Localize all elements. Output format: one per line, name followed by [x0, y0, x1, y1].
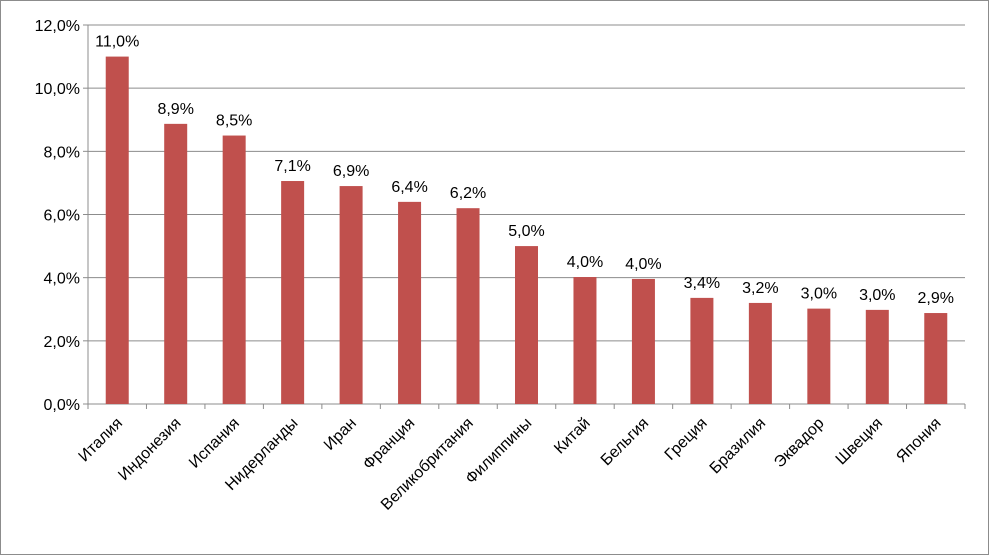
category-label: Эквадор: [771, 415, 828, 472]
category-label: Испания: [186, 415, 243, 472]
y-tick-label: 8,0%: [44, 144, 80, 161]
bar: [398, 201, 422, 404]
data-label: 2,9%: [918, 290, 954, 307]
bar: [515, 246, 538, 404]
data-label: 6,9%: [333, 163, 369, 180]
category-label: Швеция: [833, 415, 886, 468]
bar: [164, 123, 188, 404]
y-tick-label: 2,0%: [44, 334, 80, 351]
y-tick-label: 0,0%: [44, 397, 80, 414]
category-label: Бразилия: [707, 415, 769, 477]
data-label: 6,2%: [450, 185, 486, 202]
data-label: 3,4%: [684, 275, 720, 292]
category-label: Япония: [893, 415, 944, 466]
bar: [924, 313, 948, 404]
bar: [105, 56, 129, 404]
data-label: 11,0%: [95, 34, 139, 51]
category-label: Италия: [76, 415, 127, 466]
data-label: 8,9%: [157, 101, 193, 118]
data-label: 5,0%: [508, 223, 544, 240]
bar: [573, 277, 597, 404]
bar: [748, 302, 772, 404]
bar: [631, 278, 655, 404]
bar: [339, 186, 363, 404]
data-label: 3,2%: [742, 280, 778, 297]
data-label: 4,0%: [567, 254, 603, 271]
data-label: 8,5%: [216, 113, 252, 130]
bar: [690, 297, 714, 404]
category-label: Иран: [321, 415, 360, 454]
bar: [281, 181, 305, 404]
data-label: 3,0%: [859, 287, 895, 304]
bar: [222, 135, 246, 404]
bar: [865, 309, 889, 404]
category-label: Греция: [662, 415, 711, 464]
y-tick-label: 4,0%: [44, 271, 80, 288]
data-label: 4,0%: [625, 256, 661, 273]
y-tick-label: 12,0%: [35, 18, 80, 35]
data-label: 6,4%: [391, 179, 427, 196]
y-tick-label: 6,0%: [44, 208, 80, 225]
category-label: Франция: [360, 415, 418, 473]
bar: [807, 308, 831, 404]
y-tick-label: 10,0%: [35, 81, 80, 98]
data-label: 3,0%: [801, 286, 837, 303]
category-label: Бельгия: [598, 415, 652, 469]
data-label: 7,1%: [274, 158, 310, 175]
category-label: Китай: [551, 415, 594, 458]
category-label: Индонезия: [115, 415, 184, 484]
bar: [456, 208, 480, 404]
